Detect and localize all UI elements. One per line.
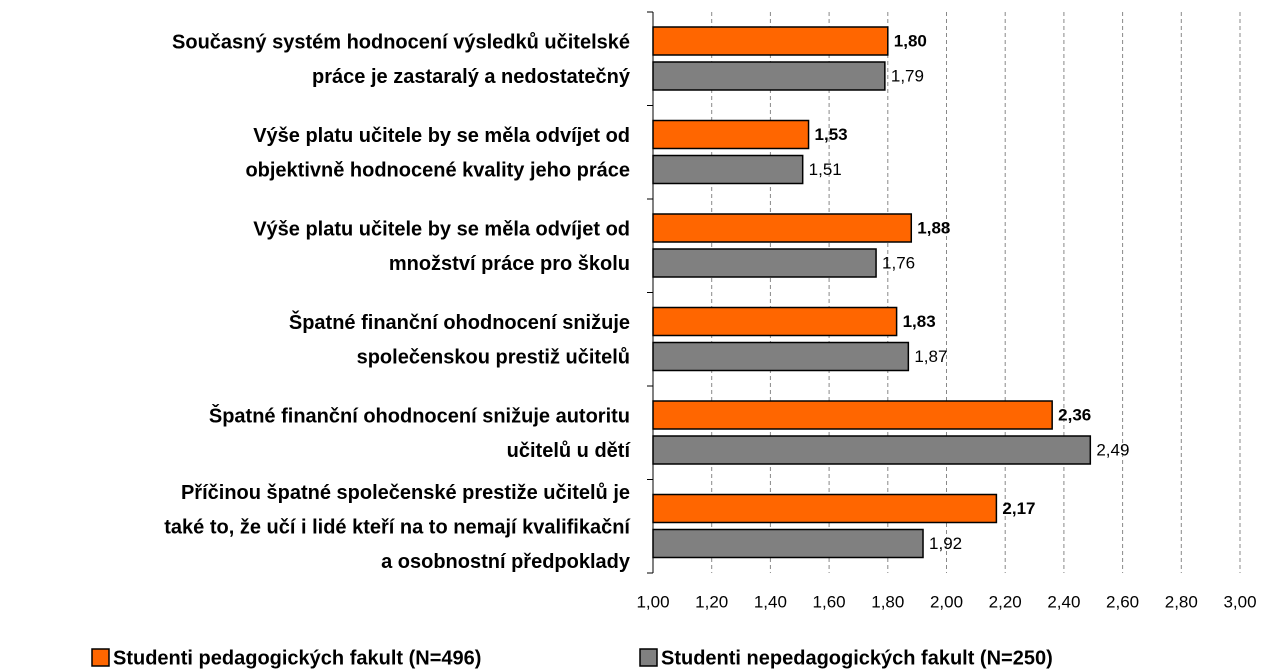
category-label: Výše platu učitele by se měla odvíjet od… <box>253 219 630 276</box>
value-label: 1,76 <box>882 253 915 272</box>
bar <box>652 493 998 524</box>
x-tick-label: 2,00 <box>930 592 963 611</box>
value-label: 1,88 <box>917 218 950 237</box>
x-tick-label: 1,20 <box>695 592 728 611</box>
legend-label: Studenti pedagogických fakult (N=496) <box>113 647 481 669</box>
x-tick-label: 1,00 <box>636 592 669 611</box>
bar <box>652 154 804 185</box>
category-label: Současný systém hodnocení výsledků učite… <box>172 32 631 89</box>
value-label: 2,49 <box>1096 440 1129 459</box>
bar <box>652 306 898 337</box>
value-label: 1,79 <box>891 66 924 85</box>
value-label: 1,83 <box>903 312 936 331</box>
x-tick-label: 1,80 <box>871 592 904 611</box>
value-label: 2,36 <box>1058 405 1091 424</box>
x-tick-label: 2,60 <box>1106 592 1139 611</box>
value-label: 1,92 <box>929 534 962 553</box>
value-label: 1,80 <box>894 31 927 50</box>
x-tick-label: 3,00 <box>1223 592 1256 611</box>
x-tick-label: 2,80 <box>1165 592 1198 611</box>
bar <box>652 400 1053 430</box>
bar <box>652 61 886 91</box>
x-tick-label: 2,40 <box>1047 592 1080 611</box>
value-label: 1,87 <box>914 347 947 366</box>
category-label: Příčinou špatné společenské prestiže uči… <box>164 482 631 573</box>
legend-swatch <box>91 648 110 667</box>
bar <box>652 435 1092 465</box>
category-label: Špatné finanční ohodnocení snižuje autor… <box>209 404 632 463</box>
bar <box>652 248 877 278</box>
x-tick-label: 1,60 <box>813 592 846 611</box>
bar <box>652 213 913 243</box>
bar <box>652 119 810 150</box>
value-label: 2,17 <box>1002 499 1035 518</box>
value-label: 1,51 <box>809 160 842 179</box>
bar <box>652 528 924 559</box>
legend-label: Studenti nepedagogických fakult (N=250) <box>661 647 1053 669</box>
x-tick-label: 2,20 <box>989 592 1022 611</box>
value-label: 1,53 <box>815 125 848 144</box>
category-label: Špatné finanční ohodnocení snižuje společ… <box>289 310 630 369</box>
bar <box>652 341 910 372</box>
legend-swatch <box>639 648 658 667</box>
category-label: Výše platu učitele by se měla odvíjet od… <box>245 125 630 182</box>
x-tick-label: 1,40 <box>754 592 787 611</box>
bar <box>652 26 889 56</box>
